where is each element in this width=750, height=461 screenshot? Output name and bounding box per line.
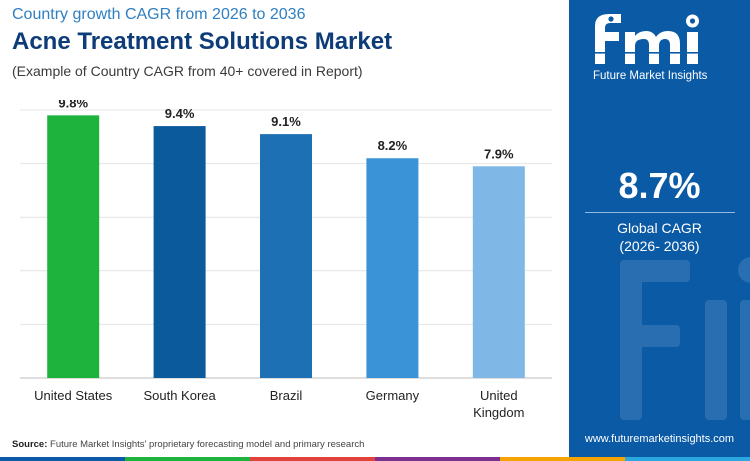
global-cagr-label: Global CAGR [617,220,702,236]
fmi-logo: Future Market Insights [587,8,737,86]
footer-color-segment [0,457,125,461]
data-label: 7.9% [484,146,514,161]
chart-title: Acne Treatment Solutions Market [12,28,393,55]
bar [47,115,100,379]
category-label: South Korea [143,388,216,403]
footer-color-segment [250,457,375,461]
bar [260,134,312,378]
divider [585,212,735,213]
source-label: Source: [12,439,48,450]
category-label: Germany [366,388,420,403]
fmi-logo-icon [595,14,699,64]
bar-chart: 9.8% United States 9.4% South Korea 9.1% Braz… [20,100,552,420]
chart-kicker: Country growth CAGR from 2026 to 2036 [12,6,306,23]
global-cagr-period: (2026- 2036) [619,238,700,254]
data-label: 8.2% [378,138,408,153]
category-label: United States [34,388,113,403]
source-text: Future Market Insights' proprietary fore… [50,439,365,450]
global-cagr-value: 8.7% [618,165,701,206]
category-label: Brazil [270,388,303,403]
chart-area: Country growth CAGR from 2026 to 2036 Ac… [12,6,552,450]
data-label: 9.1% [271,114,301,129]
data-label: 9.4% [165,106,195,121]
data-label: 9.8% [58,100,88,110]
watermark-icon [620,257,750,420]
brand-name: Future Market Insights [593,70,708,82]
summary-panel: Future Market Insights 8.7% Global CAGR … [569,0,750,461]
bar [366,158,419,378]
footer-color-bar [0,457,750,461]
category-label: United Kingdom [473,388,524,420]
bar [153,126,206,378]
footer-color-segment [625,457,750,461]
chart-subtitle: (Example of Country CAGR from 40+ covere… [12,63,363,79]
footer-color-segment [125,457,250,461]
footer-color-segment [500,457,625,461]
source-note: Source: Future Market Insights' propriet… [12,439,364,450]
bar [472,166,525,378]
website-url: www.futuremarketinsights.com [584,433,735,445]
footer-color-segment [375,457,500,461]
